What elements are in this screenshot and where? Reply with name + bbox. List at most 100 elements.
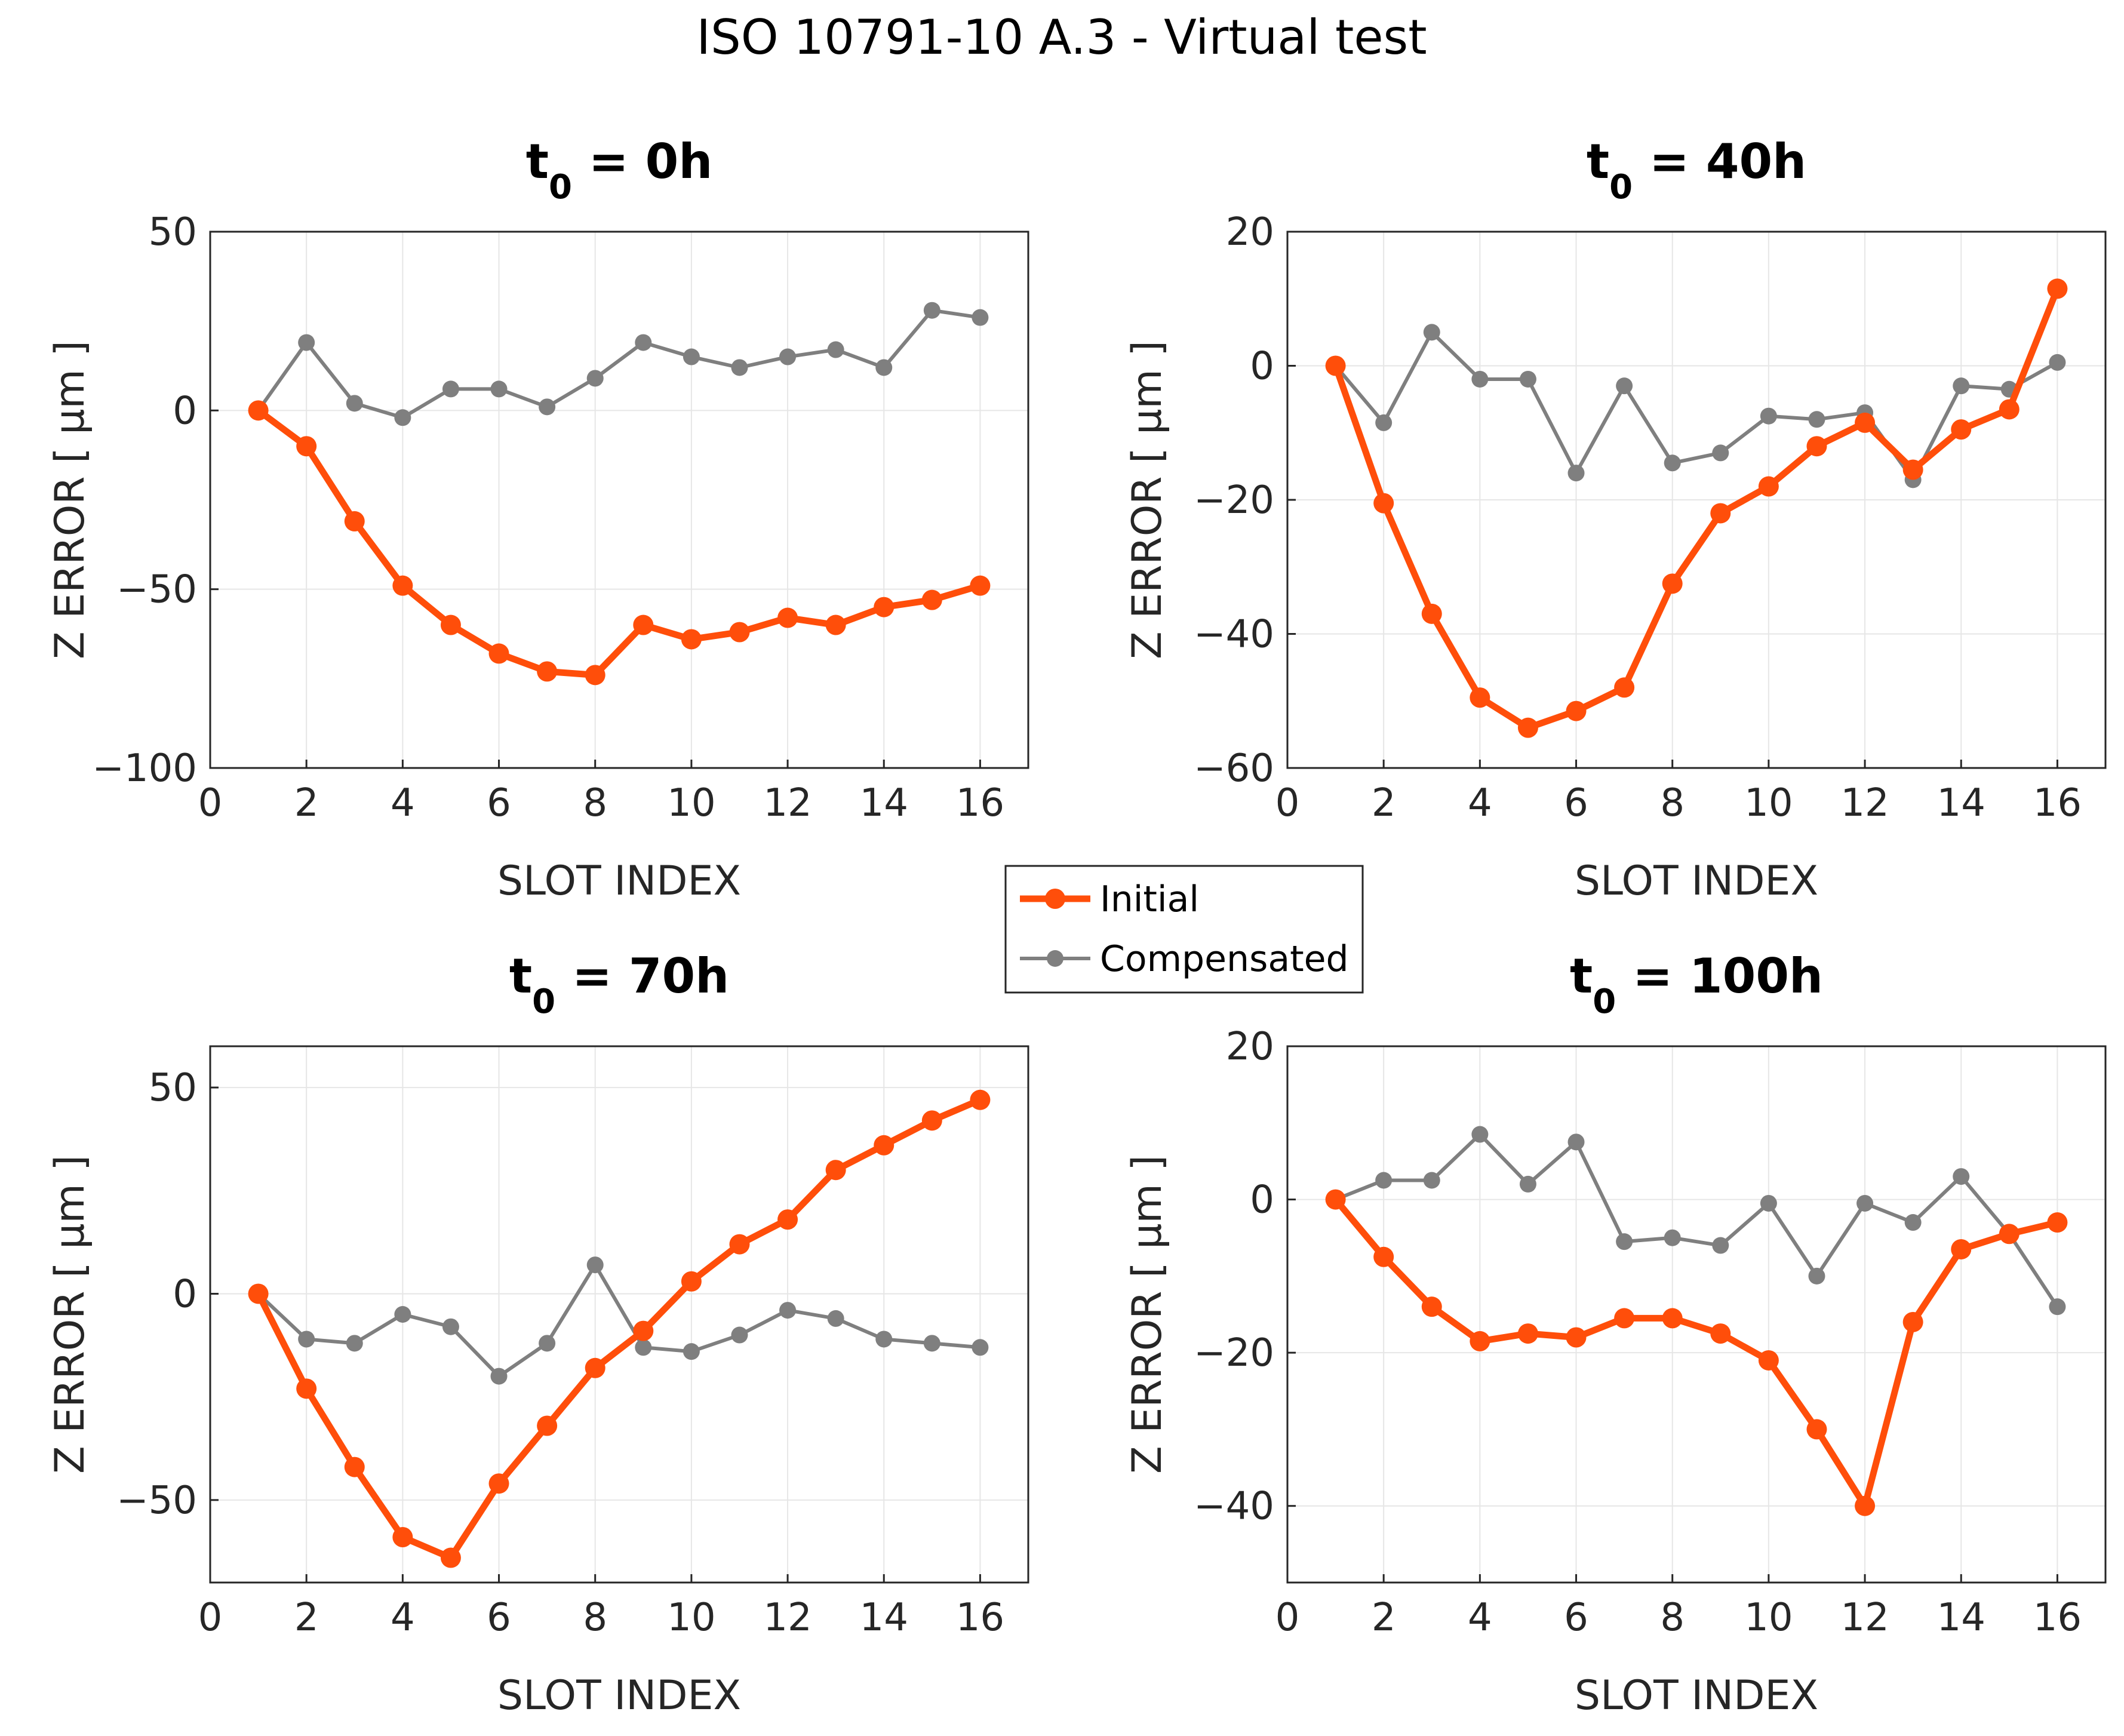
initial-point bbox=[1517, 717, 1538, 738]
compensated-point bbox=[1953, 1168, 1970, 1185]
subplot-title-rest: = 40h bbox=[1633, 134, 1806, 189]
x-tick-label: 4 bbox=[1468, 1596, 1492, 1640]
compensated-point bbox=[1375, 1172, 1393, 1189]
compensated-point bbox=[1567, 1133, 1585, 1151]
y-tick-label: 0 bbox=[173, 1272, 197, 1316]
compensated-point bbox=[1423, 324, 1440, 341]
initial-line bbox=[1332, 1196, 2061, 1510]
x-tick-label: 8 bbox=[583, 781, 607, 825]
subplot-title-rest: = 0h bbox=[572, 134, 712, 189]
compensated-point bbox=[394, 1306, 411, 1323]
initial-point bbox=[440, 614, 461, 635]
figure-title: ISO 10791-10 A.3 - Virtual test bbox=[696, 10, 1427, 65]
y-axis-label: Z ERROR [ µm ] bbox=[1124, 1155, 1171, 1474]
subplot-title-main: t bbox=[1587, 134, 1609, 189]
initial-point bbox=[1951, 419, 1972, 440]
y-tick-label: −40 bbox=[1194, 613, 1274, 657]
compensated-point bbox=[1664, 1229, 1681, 1246]
x-tick-label: 4 bbox=[391, 781, 415, 825]
legend: Initial Compensated bbox=[1004, 865, 1364, 994]
compensated-line bbox=[1333, 330, 2060, 482]
series-initial bbox=[248, 1089, 991, 1568]
initial-point bbox=[440, 1547, 461, 1568]
compensated-point bbox=[923, 1335, 940, 1352]
x-tick-label: 16 bbox=[2033, 1596, 2082, 1640]
y-tick-label: 0 bbox=[173, 389, 197, 433]
initial-point bbox=[1710, 503, 1731, 524]
initial-point bbox=[1470, 1331, 1490, 1351]
initial-point bbox=[1806, 436, 1827, 457]
compensated-point bbox=[827, 1310, 844, 1327]
initial-point bbox=[537, 661, 558, 682]
compensated-point bbox=[779, 1302, 797, 1319]
initial-point bbox=[1373, 1246, 1394, 1267]
series-compensated bbox=[1327, 1126, 2066, 1316]
compensated-line bbox=[256, 308, 982, 420]
legend-marker bbox=[1047, 950, 1063, 967]
compensated-point bbox=[539, 1335, 556, 1352]
series-compensated bbox=[250, 302, 989, 426]
initial-point bbox=[2047, 1212, 2068, 1233]
initial-point bbox=[392, 1527, 413, 1548]
compensated-point bbox=[298, 334, 315, 351]
subplots: 0 2 4 6 8 10 12 14 16 −100 −50 0 50 SLOT INDEX Z ERROR… bbox=[47, 134, 2107, 1719]
x-tick-label: 10 bbox=[1744, 1596, 1793, 1640]
axes-frame bbox=[209, 1045, 1029, 1584]
subplot-title-main: t bbox=[1570, 948, 1593, 1004]
x-tick-label: 0 bbox=[1275, 781, 1300, 825]
initial-point bbox=[1662, 573, 1683, 594]
compensated-point bbox=[1616, 377, 1633, 395]
compensated-point bbox=[1519, 370, 1536, 388]
initial-point bbox=[970, 1089, 991, 1110]
initial-point bbox=[296, 1378, 317, 1399]
initial-point bbox=[1951, 1239, 1972, 1259]
compensated-point bbox=[1616, 1233, 1633, 1250]
initial-point bbox=[1421, 603, 1442, 624]
initial-point bbox=[296, 436, 317, 457]
initial-point bbox=[1806, 1419, 1827, 1440]
x-tick-label: 2 bbox=[294, 1596, 319, 1640]
series-initial bbox=[248, 400, 991, 686]
plot-area bbox=[1287, 1046, 2105, 1583]
legend-label: Initial bbox=[1100, 878, 1199, 920]
x-tick-label: 14 bbox=[860, 781, 908, 825]
compensated-point bbox=[875, 1331, 893, 1348]
initial-point bbox=[1614, 677, 1635, 698]
initial-point bbox=[488, 643, 509, 664]
initial-point bbox=[921, 589, 942, 610]
subplot-title-subscript: 0 bbox=[532, 982, 555, 1021]
initial-point bbox=[1999, 1224, 2020, 1245]
y-tick-label: 50 bbox=[149, 1066, 197, 1110]
y-tick-label: 20 bbox=[1226, 1025, 1274, 1069]
compensated-point bbox=[635, 1339, 652, 1356]
series-compensated bbox=[1327, 324, 2066, 488]
compensated-point bbox=[1760, 1194, 1777, 1212]
x-tick-label: 12 bbox=[763, 781, 812, 825]
subplot-title: t0 = 70h bbox=[509, 948, 729, 1021]
y-tick-label: −50 bbox=[116, 568, 197, 612]
compensated-point bbox=[2049, 354, 2066, 371]
initial-point bbox=[874, 597, 895, 617]
subplot-title-subscript: 0 bbox=[549, 168, 572, 207]
x-tick-label: 6 bbox=[1564, 781, 1588, 825]
initial-line bbox=[1332, 285, 2061, 732]
compensated-point bbox=[1375, 414, 1393, 431]
x-tick-label: 4 bbox=[1468, 781, 1492, 825]
initial-point bbox=[537, 1415, 558, 1436]
compensated-point bbox=[731, 359, 748, 376]
initial-point bbox=[1614, 1308, 1635, 1329]
initial-point bbox=[681, 629, 702, 650]
x-tick-label: 16 bbox=[2033, 781, 2082, 825]
compensated-point bbox=[586, 1256, 604, 1274]
y-tick-label: 20 bbox=[1226, 210, 1274, 254]
compensated-point bbox=[923, 302, 940, 319]
initial-point bbox=[585, 665, 605, 686]
initial-point bbox=[970, 575, 991, 596]
compensated-point bbox=[1808, 1267, 1825, 1285]
compensated-point bbox=[972, 309, 989, 326]
initial-point bbox=[777, 1209, 798, 1230]
compensated-point bbox=[827, 341, 844, 358]
x-tick-label: 8 bbox=[1660, 1596, 1685, 1640]
y-axis-label: Z ERROR [ µm ] bbox=[47, 1155, 94, 1474]
x-tick-label: 16 bbox=[956, 781, 1004, 825]
